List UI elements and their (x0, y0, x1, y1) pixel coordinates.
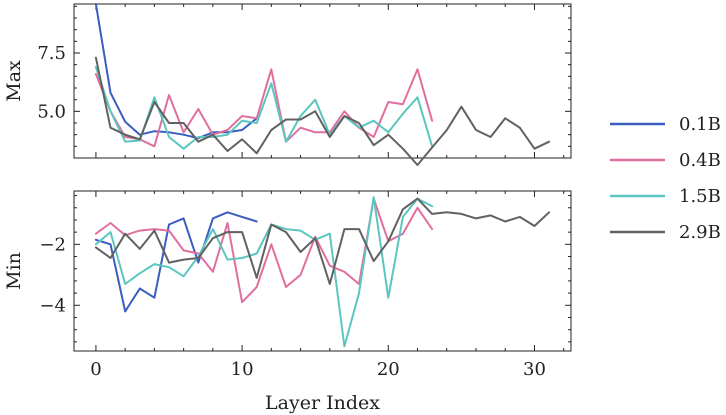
series-line-1.5B (94, 66, 434, 150)
x-tick-label: 0 (90, 359, 101, 380)
max-panel: Max 5.0 7.5 (3, 3, 572, 166)
legend: 0.1B 0.4B 1.5B 2.9B (610, 114, 721, 243)
series-line-0.4B (94, 197, 434, 304)
y-tick-label: −4 (39, 295, 66, 316)
series-line-0.1B (94, 211, 258, 313)
series-line-0.1B (94, 3, 258, 140)
legend-label: 2.9B (679, 222, 721, 243)
series-line-2.9B (94, 197, 551, 285)
min-ylabel: Min (3, 252, 25, 290)
x-tick-label: 20 (377, 359, 400, 380)
y-tick-label: −2 (39, 234, 66, 255)
min-plot-frame (73, 190, 572, 352)
y-tick-label: 7.5 (37, 43, 66, 64)
legend-label: 0.1B (679, 114, 721, 135)
x-tick-label: 10 (231, 359, 254, 380)
series-line-1.5B (94, 196, 434, 348)
max-ylabel: Max (3, 60, 25, 102)
series-line-2.9B (94, 56, 551, 166)
series-line-0.4B (94, 68, 434, 148)
max-plot-frame (73, 3, 572, 159)
y-tick-label: 5.0 (37, 101, 66, 122)
x-tick-label: 30 (523, 359, 546, 380)
legend-label: 1.5B (679, 186, 721, 207)
xlabel: Layer Index (265, 392, 380, 414)
min-panel: Min Layer Index −4 −2 0 10 20 30 (3, 190, 572, 414)
legend-label: 0.4B (679, 150, 721, 171)
